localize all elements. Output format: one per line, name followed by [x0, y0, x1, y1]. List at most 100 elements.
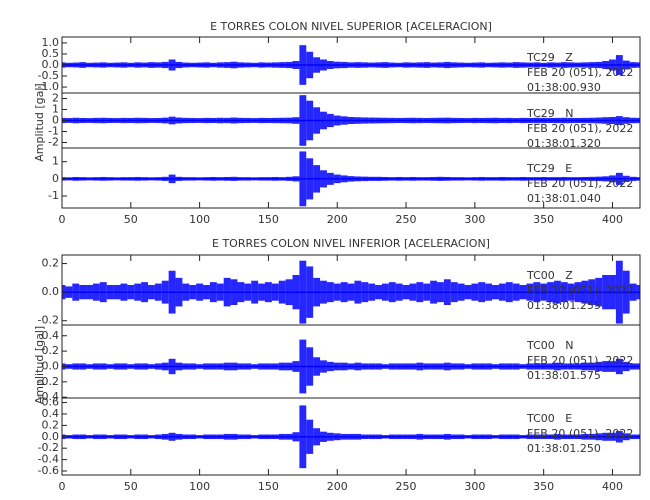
amplitude-envelope: [478, 117, 486, 124]
x-tick-label: 400: [602, 480, 623, 493]
amplitude-envelope: [92, 434, 100, 440]
amplitude-envelope: [533, 363, 541, 370]
y-tick-label: 0.5: [42, 47, 60, 60]
amplitude-envelope: [629, 283, 637, 301]
amplitude-envelope: [278, 177, 286, 181]
amplitude-envelope: [430, 363, 438, 370]
amplitude-envelope: [381, 283, 389, 301]
amplitude-envelope: [498, 283, 506, 301]
amplitude-envelope: [375, 62, 382, 68]
amplitude-envelope: [588, 62, 596, 68]
amplitude-envelope: [120, 363, 128, 370]
amplitude-envelope: [423, 117, 431, 124]
amplitude-envelope: [347, 116, 355, 125]
amplitude-envelope: [395, 283, 403, 301]
amplitude-envelope: [182, 117, 190, 124]
amplitude-envelope: [189, 117, 197, 124]
amplitude-envelope: [581, 176, 589, 181]
amplitude-envelope: [519, 176, 527, 181]
y-axis-label: Amplitud [gal]: [33, 326, 46, 404]
y-axis-label: Amplitud [gal]: [33, 83, 46, 161]
station-label: TC29 N: [526, 107, 573, 120]
amplitude-envelope: [560, 62, 568, 68]
amplitude-envelope: [574, 117, 582, 124]
time-label: 01:38:01.040: [527, 192, 601, 205]
amplitude-envelope: [313, 277, 321, 307]
y-tick-label: 1: [52, 155, 59, 168]
amplitude-envelope: [333, 362, 341, 371]
amplitude-envelope: [306, 266, 314, 318]
amplitude-envelope: [526, 62, 534, 68]
amplitude-envelope: [333, 433, 341, 441]
amplitude-envelope: [416, 62, 424, 68]
chart-title: E TORRES COLON NIVEL INFERIOR [ACELERACI…: [212, 237, 490, 250]
amplitude-envelope: [533, 117, 541, 124]
amplitude-envelope: [423, 363, 431, 370]
amplitude-envelope: [430, 62, 438, 68]
amplitude-envelope: [609, 59, 616, 71]
amplitude-envelope: [148, 364, 155, 369]
amplitude-envelope: [196, 177, 204, 181]
amplitude-envelope: [106, 177, 114, 181]
amplitude-envelope: [196, 435, 204, 439]
amplitude-envelope: [285, 117, 293, 124]
amplitude-envelope: [547, 282, 554, 303]
amplitude-envelope: [471, 283, 479, 301]
amplitude-envelope: [223, 117, 231, 124]
amplitude-envelope: [333, 283, 341, 301]
amplitude-envelope: [168, 116, 176, 125]
amplitude-envelope: [278, 117, 286, 124]
amplitude-envelope: [505, 282, 513, 303]
amplitude-envelope: [615, 431, 623, 443]
amplitude-envelope: [423, 62, 431, 68]
trace-panel: 210-1-2 TC29 N FEB 20 (051), 2022 01:38:01.…: [48, 92, 641, 150]
amplitude-envelope: [141, 434, 149, 440]
amplitude-envelope: [106, 62, 114, 68]
amplitude-envelope: [230, 433, 238, 440]
y-tick-label: 0.2: [42, 257, 60, 270]
amplitude-envelope: [498, 363, 506, 370]
x-tick-label: 250: [396, 480, 417, 493]
amplitude-envelope: [189, 177, 197, 181]
y-tick-label: -0.6: [38, 464, 59, 477]
amplitude-envelope: [567, 62, 575, 68]
amplitude-envelope: [540, 62, 548, 68]
amplitude-envelope: [629, 363, 637, 370]
amplitude-envelope: [223, 362, 231, 371]
amplitude-envelope: [161, 176, 169, 181]
amplitude-envelope: [340, 116, 348, 125]
amplitude-envelope: [306, 51, 314, 79]
amplitude-envelope: [430, 280, 438, 304]
amplitude-envelope: [209, 176, 217, 181]
amplitude-envelope: [416, 117, 424, 124]
amplitude-envelope: [134, 363, 142, 370]
amplitude-envelope: [106, 285, 114, 300]
y-tick-label: -0.2: [38, 314, 59, 327]
amplitude-envelope: [464, 435, 472, 439]
amplitude-envelope: [615, 260, 623, 324]
amplitude-envelope: [292, 176, 300, 182]
amplitude-envelope: [443, 433, 451, 440]
amplitude-envelope: [512, 363, 520, 370]
amplitude-envelope: [512, 118, 520, 123]
amplitude-envelope: [512, 177, 520, 181]
amplitude-envelope: [148, 118, 155, 123]
amplitude-envelope: [588, 362, 596, 371]
amplitude-envelope: [223, 176, 231, 181]
amplitude-envelope: [99, 176, 107, 181]
amplitude-envelope: [203, 177, 210, 181]
amplitude-envelope: [203, 117, 210, 124]
amplitude-envelope: [168, 270, 176, 314]
y-tick-label: -1: [48, 125, 59, 138]
amplitude-envelope: [402, 434, 410, 440]
amplitude-envelope: [636, 285, 640, 300]
amplitude-envelope: [602, 432, 610, 441]
amplitude-envelope: [326, 61, 334, 69]
amplitude-envelope: [629, 434, 637, 440]
amplitude-envelope: [430, 434, 438, 440]
amplitude-envelope: [134, 283, 142, 301]
y-tick-label: -0.4: [38, 390, 59, 403]
trace-panel: 1 0 -1 TC29 E FEB 20 (051), 2022 01:38:01.040: [48, 147, 641, 209]
amplitude-envelope: [381, 364, 389, 369]
amplitude-envelope: [134, 176, 142, 181]
